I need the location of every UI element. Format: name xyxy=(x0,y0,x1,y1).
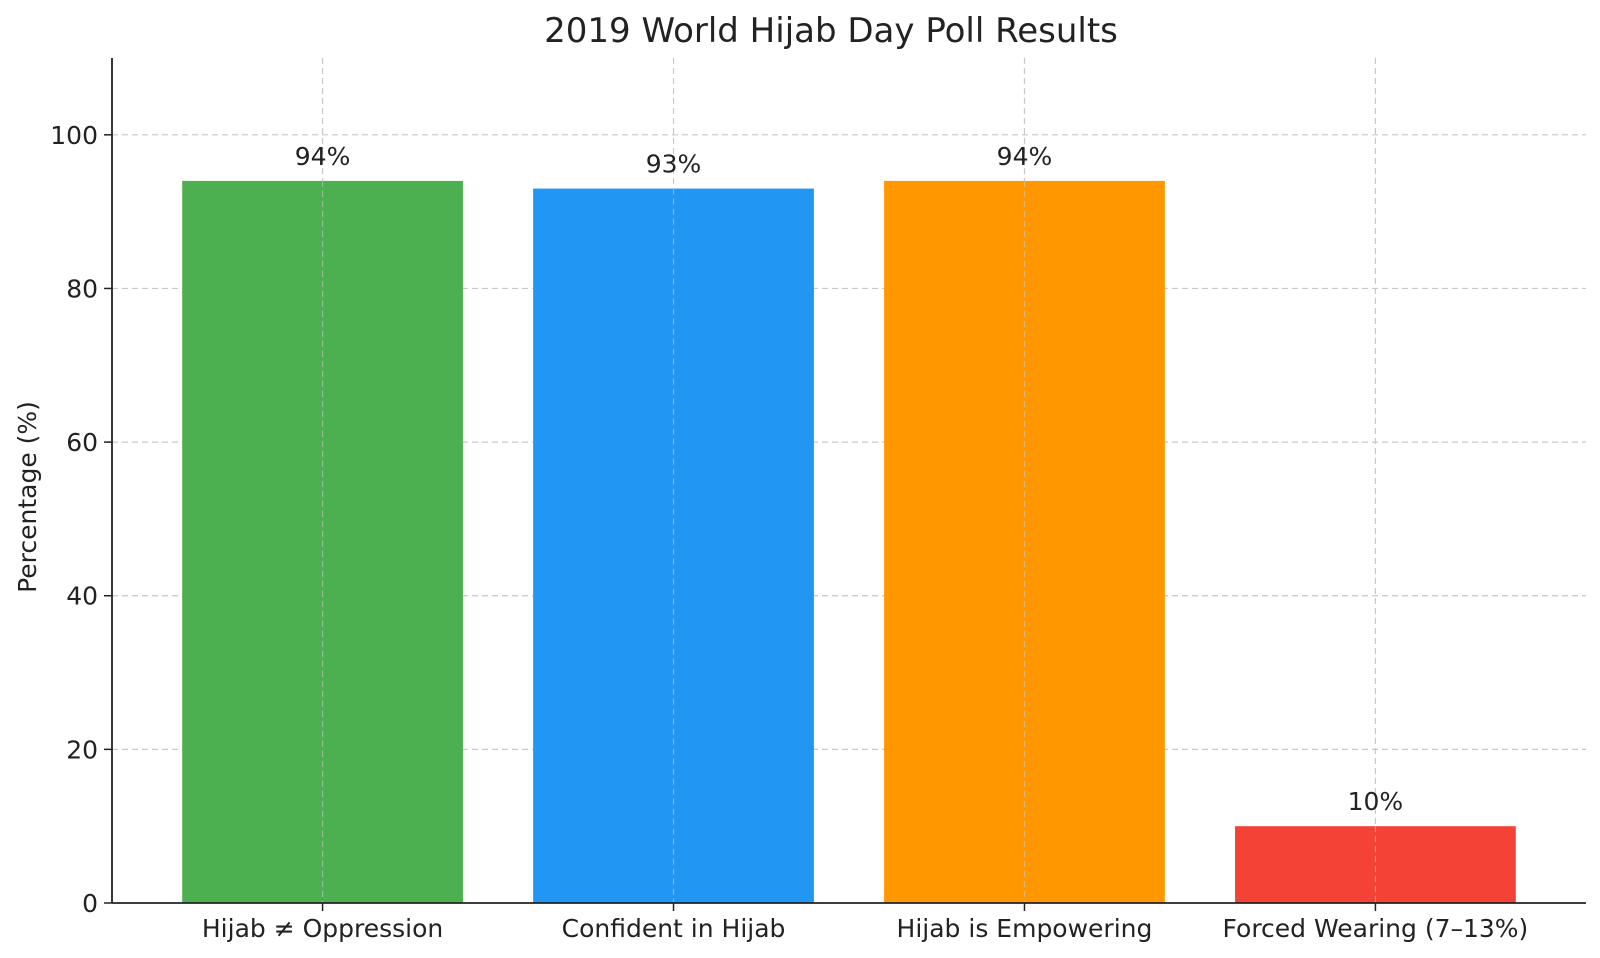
x-tick-label: Confident in Hijab xyxy=(562,914,786,943)
y-tick-label: 60 xyxy=(66,428,98,457)
y-tick-label: 80 xyxy=(66,274,98,303)
y-tick-label: 100 xyxy=(50,121,98,150)
data-label: 93% xyxy=(646,150,702,179)
y-axis-label: Percentage (%) xyxy=(13,401,42,593)
x-tick-label: Hijab ≠ Oppression xyxy=(202,914,443,943)
y-tick-label: 20 xyxy=(66,735,98,764)
chart-title: 2019 World Hijab Day Poll Results xyxy=(544,11,1118,51)
data-labels: 94% 93% 94% 10% xyxy=(295,142,1403,903)
data-label: 94% xyxy=(997,142,1053,171)
bar xyxy=(533,188,814,903)
data-label: 94% xyxy=(295,142,351,171)
axes xyxy=(104,58,1586,911)
x-tick-label: Hijab is Empowering xyxy=(897,914,1153,943)
data-label: 10% xyxy=(1348,787,1404,816)
y-tick-label: 0 xyxy=(82,889,98,918)
tick-labels: 0 20 40 60 80 100 Hijab ≠ Oppression Confident … xyxy=(50,121,1528,943)
x-tick-label: Forced Wearing (7–13%) xyxy=(1223,914,1529,943)
bars xyxy=(182,180,1516,904)
y-tick-label: 40 xyxy=(66,582,98,611)
